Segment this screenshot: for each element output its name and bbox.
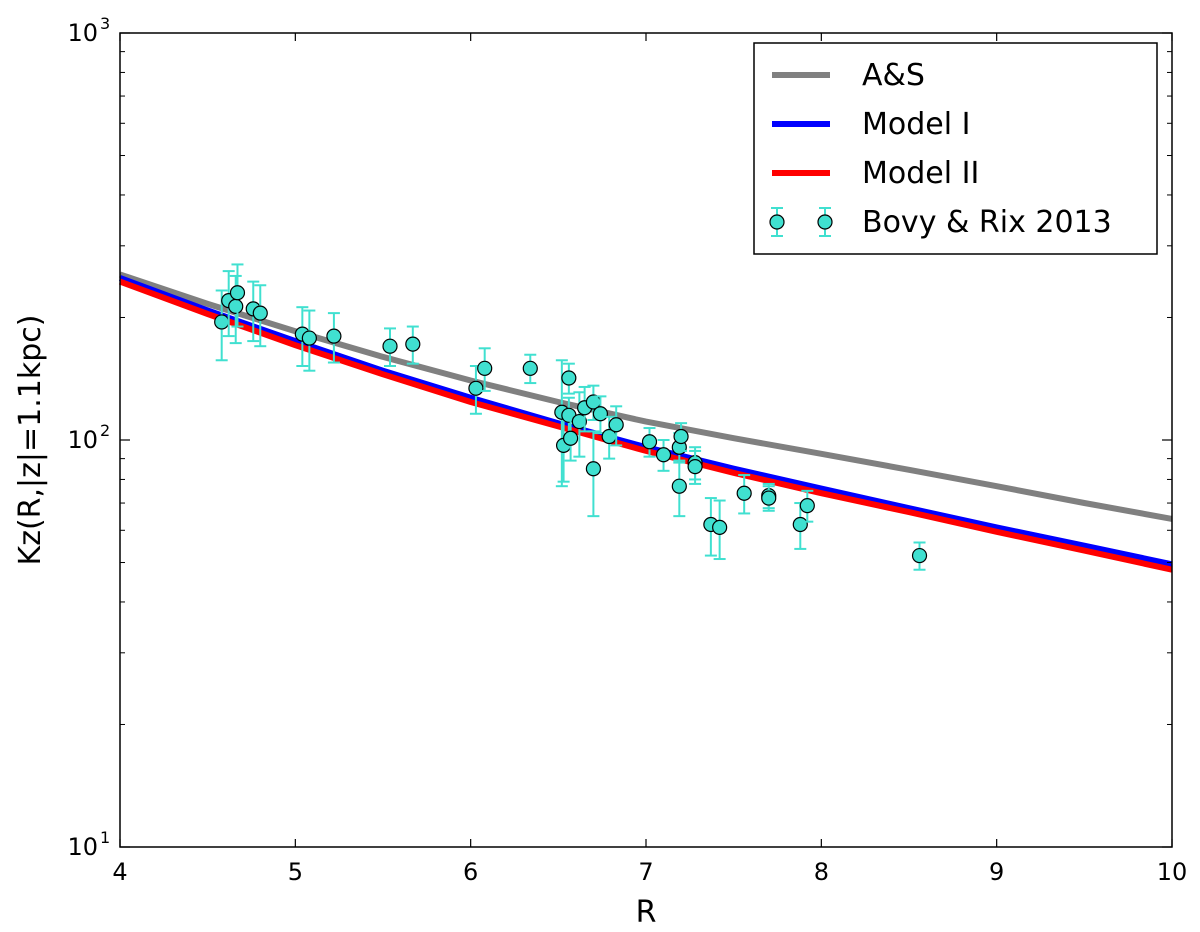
point-marker [229, 285, 246, 301]
legend-items: A&S Model I Model II Bovy & Rix 2013 [769, 58, 1112, 240]
point-marker [608, 417, 624, 433]
data-point [799, 489, 815, 523]
x-axis-label: R [636, 895, 657, 930]
point-marker [736, 485, 752, 501]
data-point [712, 499, 728, 561]
legend-item: Model II [772, 156, 979, 191]
point-marker [792, 516, 808, 533]
data-point [229, 263, 246, 328]
y-tick-label-exponent: 3 [100, 14, 110, 33]
point-marker [563, 430, 579, 446]
data-point [326, 312, 342, 364]
x-tick-label: 9 [989, 858, 1004, 886]
point-marker [592, 406, 609, 422]
x-tick-label: 5 [288, 858, 303, 886]
point-marker [252, 305, 268, 321]
y-tick-label: 10 [67, 426, 98, 454]
data-point [561, 362, 577, 395]
y-tick-label-exponent: 1 [100, 828, 110, 847]
data-point [736, 474, 752, 515]
legend-item: A&S [772, 58, 925, 93]
point-marker [522, 360, 538, 376]
series-lines-layer [118, 271, 1173, 573]
legend-label: Model I [862, 107, 970, 142]
data-point [477, 347, 493, 392]
data-point [608, 405, 624, 447]
legend-marker [817, 214, 833, 230]
data-point [522, 353, 538, 385]
point-marker [687, 459, 703, 475]
point-marker [761, 490, 777, 506]
data-points-layer [214, 263, 928, 571]
point-marker [585, 461, 602, 477]
x-tick-label: 10 [1157, 858, 1188, 886]
legend-item: Bovy & Rix 2013 [769, 205, 1112, 240]
point-marker [712, 519, 728, 535]
series-line-0 [119, 271, 1173, 522]
data-point [673, 422, 689, 452]
point-marker [673, 428, 689, 445]
point-marker [214, 314, 230, 330]
x-tick-labels: 4 5 6 7 8 9 10 [112, 858, 1187, 886]
data-point [585, 430, 602, 518]
point-marker [671, 478, 687, 494]
point-marker [641, 434, 658, 450]
point-marker [571, 413, 587, 430]
point-marker [326, 328, 342, 344]
point-marker [911, 547, 928, 564]
y-axis-label: Kz(R,|z|=1.1kpc) [13, 315, 48, 566]
data-point [655, 439, 672, 472]
data-point [563, 417, 579, 462]
legend: A&S Model I Model II Bovy & Rix 2013 [753, 42, 1158, 255]
data-point [601, 415, 617, 460]
x-tick-label: 7 [638, 858, 653, 886]
data-point [911, 541, 928, 571]
point-marker [382, 338, 398, 354]
data-point [687, 449, 703, 485]
point-marker [561, 370, 577, 386]
y-tick-label-exponent: 2 [100, 421, 110, 440]
point-marker [405, 336, 421, 352]
point-marker [301, 330, 317, 346]
point-marker [477, 360, 493, 376]
series-line-2 [118, 278, 1173, 573]
point-marker [468, 380, 484, 396]
legend-label: Model II [862, 156, 979, 191]
y-tick-label: 10 [67, 19, 98, 47]
legend-label: A&S [862, 58, 925, 93]
point-marker [799, 497, 815, 514]
legend-marker [769, 214, 785, 230]
point-marker [228, 298, 244, 314]
data-point [671, 459, 687, 518]
x-tick-label: 4 [112, 858, 127, 886]
point-marker [655, 447, 672, 463]
x-tick-label: 8 [814, 858, 829, 886]
data-point [405, 325, 421, 365]
axis-ticks-layer [119, 32, 1173, 848]
data-point [382, 327, 398, 367]
data-point [252, 284, 268, 348]
y-tick-label: 10 [67, 833, 98, 861]
x-tick-label: 6 [463, 858, 478, 886]
data-point [641, 427, 658, 458]
data-point [301, 309, 317, 372]
legend-item: Model I [772, 107, 970, 142]
data-point [761, 485, 777, 512]
legend-label: Bovy & Rix 2013 [862, 205, 1112, 240]
